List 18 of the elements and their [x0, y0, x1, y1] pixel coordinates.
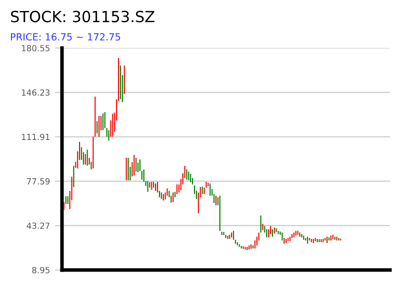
- candlestick: [98, 116, 100, 137]
- y-tick-label: 111.91: [22, 134, 50, 140]
- y-tick-label: 43.27: [26, 222, 50, 229]
- y-tick-label: 180.55: [22, 44, 50, 52]
- candlestick: [270, 226, 272, 234]
- chart-title: STOCK: 301153.SZ: [11, 10, 154, 22]
- candlestick: [328, 237, 330, 240]
- y-tick-label: 8.95: [32, 266, 50, 274]
- candlestick: [156, 182, 158, 192]
- y-tick-label: 77.59: [27, 178, 50, 184]
- candlestick: [250, 244, 252, 249]
- candlestick: [252, 245, 254, 248]
- candlestick: [308, 238, 310, 240]
- candlestick: [176, 184, 178, 194]
- y-tick-label: 146.23: [22, 89, 50, 96]
- chart-subtitle: PRICE: 16.75 ~ 172.75: [10, 33, 120, 41]
- candlestick: [289, 236, 291, 242]
- candlestick: [232, 230, 234, 240]
